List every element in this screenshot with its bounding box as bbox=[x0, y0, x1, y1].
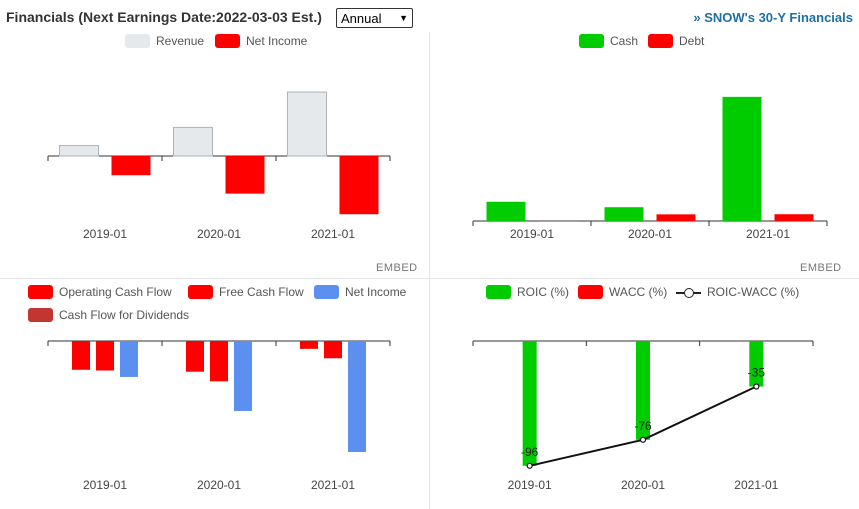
debt-swatch bbox=[648, 34, 673, 48]
cf-net-income-swatch bbox=[314, 285, 339, 299]
roic-swatch bbox=[486, 285, 511, 299]
x-tick-label: 2020-01 bbox=[197, 227, 241, 241]
balance-chart: 2019-01 2020-01 2021-01 bbox=[472, 96, 828, 241]
x-tick-label: 2020-01 bbox=[621, 478, 665, 492]
roic-chart: 2019-01 2020-01 2021-01 -96 -76 -35 bbox=[472, 340, 814, 492]
bar-debt-2020-01[interactable] bbox=[656, 214, 696, 221]
x-tick-label: 2019-01 bbox=[83, 478, 127, 492]
header: Financials (Next Earnings Date:2022-03-0… bbox=[0, 0, 859, 32]
bar-revenue-2019-01[interactable] bbox=[59, 145, 99, 157]
roic-wacc-point[interactable] bbox=[753, 383, 760, 390]
bar-roic--2019-01[interactable] bbox=[522, 341, 537, 466]
bar-roic--2020-01[interactable] bbox=[636, 341, 650, 440]
legend-label-wacc: WACC (%) bbox=[609, 285, 668, 299]
legend-item-roic[interactable]: ROIC (%) bbox=[486, 285, 569, 299]
cash-flow-dividends-swatch bbox=[28, 308, 53, 322]
x-tick-label: 2021-01 bbox=[734, 478, 778, 492]
net-income-swatch bbox=[215, 34, 240, 48]
x-tick-label: 2019-01 bbox=[508, 478, 552, 492]
embed-link-income[interactable]: EMBED bbox=[376, 262, 418, 274]
legend-label-net-income: Net Income bbox=[246, 34, 308, 48]
x-tick-label: 2019-01 bbox=[83, 227, 127, 241]
x-tick-label: 2020-01 bbox=[197, 478, 241, 492]
bar-cash-2019-01[interactable] bbox=[486, 201, 526, 221]
bar-cash-2021-01[interactable] bbox=[722, 96, 762, 221]
bar-debt-2019-01[interactable] bbox=[538, 221, 578, 222]
revenue-swatch bbox=[125, 34, 150, 48]
legend-label-roic: ROIC (%) bbox=[517, 285, 569, 299]
bar-free-cash-flow-2021-01[interactable] bbox=[324, 341, 342, 359]
bar-operating-cash-flow-2019-01[interactable] bbox=[72, 341, 90, 370]
period-select-value: Annual bbox=[341, 10, 382, 26]
roic-wacc-point[interactable] bbox=[639, 436, 647, 443]
legend-label-operating-cash-flow: Operating Cash Flow bbox=[59, 285, 172, 299]
x-tick-label: 2020-01 bbox=[628, 227, 672, 241]
page-title: Financials (Next Earnings Date:2022-03-0… bbox=[6, 9, 322, 25]
roic-data-label: -76 bbox=[634, 419, 652, 433]
free-cash-flow-swatch bbox=[188, 285, 213, 299]
legend-label-cash-flow-dividends: Cash Flow for Dividends bbox=[59, 308, 190, 322]
x-tick-label: 2019-01 bbox=[510, 227, 554, 241]
bar-operating-cash-flow-2020-01[interactable] bbox=[186, 341, 204, 372]
bar-cash-2020-01[interactable] bbox=[604, 207, 644, 221]
bar-free-cash-flow-2020-01[interactable] bbox=[210, 341, 228, 382]
legend-item-net-income[interactable]: Net Income bbox=[215, 34, 307, 48]
legend-item-operating-cash-flow[interactable]: Operating Cash Flow bbox=[28, 285, 172, 299]
legend-label-free-cash-flow: Free Cash Flow bbox=[219, 285, 304, 299]
bar-free-cash-flow-2019-01[interactable] bbox=[96, 341, 114, 371]
legend-label-cf-net-income: Net Income bbox=[345, 285, 407, 299]
cashflow-chart: 2019-01 2020-01 2021-01 bbox=[47, 340, 391, 492]
legend-item-free-cash-flow[interactable]: Free Cash Flow bbox=[188, 285, 304, 299]
roic-wacc-line-swatch bbox=[676, 285, 701, 299]
bar-net-income-2020-01[interactable] bbox=[225, 156, 265, 194]
bar-revenue-2020-01[interactable] bbox=[173, 126, 213, 157]
bar-net-income-2019-01[interactable] bbox=[120, 341, 138, 377]
bar-net-income-2020-01[interactable] bbox=[234, 341, 252, 411]
legend-label-roic-wacc: ROIC-WACC (%) bbox=[707, 285, 800, 299]
x-tick-label: 2021-01 bbox=[311, 478, 355, 492]
bar-roic--2021-01[interactable] bbox=[749, 341, 764, 387]
bar-net-income-2021-01[interactable] bbox=[348, 341, 366, 452]
x-tick-label: 2021-01 bbox=[311, 227, 355, 241]
bar-operating-cash-flow-2021-01[interactable] bbox=[300, 341, 318, 349]
legend-label-debt: Debt bbox=[679, 34, 705, 48]
legend-item-cash-flow-dividends[interactable]: Cash Flow for Dividends bbox=[28, 308, 189, 322]
cash-swatch bbox=[579, 34, 604, 48]
legend-item-revenue[interactable]: Revenue bbox=[125, 34, 204, 48]
legend-label-revenue: Revenue bbox=[156, 34, 205, 48]
income-chart: 2019-01 2020-01 2021-01 bbox=[47, 91, 391, 241]
legend-item-roic-wacc[interactable]: ROIC-WACC (%) bbox=[676, 285, 799, 299]
period-select[interactable]: Annual ▼ bbox=[336, 8, 413, 28]
operating-cash-flow-swatch bbox=[28, 285, 53, 299]
legend-item-cash[interactable]: Cash bbox=[579, 34, 638, 48]
legend-item-debt[interactable]: Debt bbox=[648, 34, 704, 48]
bar-revenue-2021-01[interactable] bbox=[287, 91, 327, 157]
bar-net-income-2019-01[interactable] bbox=[111, 156, 151, 176]
legend-label-cash: Cash bbox=[610, 34, 639, 48]
bar-debt-2021-01[interactable] bbox=[774, 214, 814, 221]
chevron-down-icon: ▼ bbox=[399, 13, 408, 23]
panel-divider-horizontal bbox=[0, 278, 859, 279]
roic-wacc-point[interactable] bbox=[526, 462, 533, 469]
embed-link-balance[interactable]: EMBED bbox=[800, 262, 842, 274]
thirty-year-financials-link[interactable]: » SNOW's 30-Y Financials bbox=[693, 10, 853, 25]
wacc-swatch bbox=[578, 285, 603, 299]
roic-data-label: -35 bbox=[748, 366, 766, 380]
legend-item-wacc[interactable]: WACC (%) bbox=[578, 285, 667, 299]
legend-item-cf-net-income[interactable]: Net Income bbox=[314, 285, 406, 299]
roic-data-label: -96 bbox=[521, 445, 539, 459]
bar-net-income-2021-01[interactable] bbox=[339, 156, 379, 215]
panel-divider-vertical bbox=[429, 32, 430, 509]
x-tick-label: 2021-01 bbox=[746, 227, 790, 241]
